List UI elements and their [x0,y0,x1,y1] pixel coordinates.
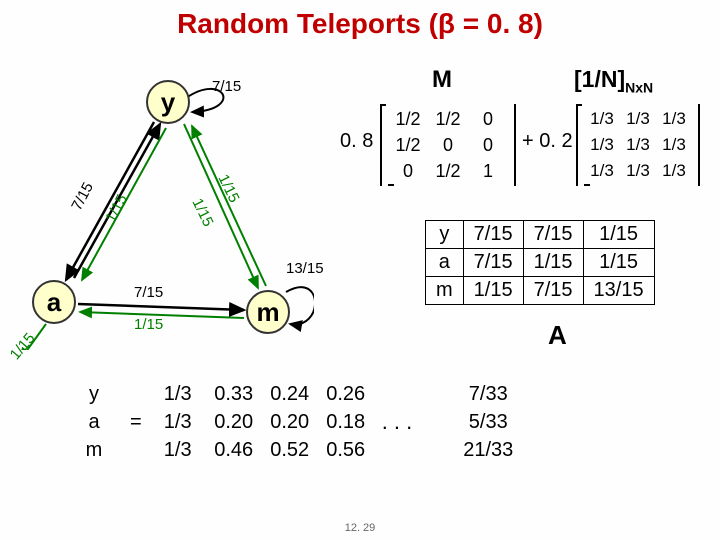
A-2-1: 7/15 [523,277,583,305]
c00: 1/3 [158,380,198,408]
iter-col-1: 0.33 0.20 0.46 [214,380,254,464]
N-1-1: 1/3 [620,132,656,158]
edge-am2: 1/15 [134,316,163,333]
alpha-coef: + 0. 2 [522,130,573,153]
iter-labels: y a m [74,380,114,464]
A-2-0: 1/15 [463,277,523,305]
iter-dots: . . . [382,409,413,435]
matrix-M-body: 1/21/20 1/200 01/21 [380,104,516,186]
node-y: y [146,80,190,124]
N-label-sub: NxN [625,80,653,96]
c10: 0.33 [214,380,254,408]
matrix-N: 1/31/31/3 1/31/31/3 1/31/31/3 [576,104,700,186]
A-0-2: 1/15 [583,221,654,249]
slide-number: 12. 29 [0,522,720,534]
c22: 0.52 [270,436,310,464]
c20: 0.24 [270,380,310,408]
N-1-2: 1/3 [656,132,692,158]
lbl-y: y [74,380,114,408]
M-1-2: 0 [468,132,508,158]
A-2-2: 13/15 [583,277,654,305]
N-2-2: 1/3 [656,158,692,184]
M-0-2: 0 [468,106,508,132]
c02: 1/3 [158,436,198,464]
equals-sign: = [130,411,142,434]
N-label-text: [1/N] [574,66,625,92]
c11: 0.20 [214,408,254,436]
lbl-m: m [74,436,114,464]
M-2-2: 1 [468,158,508,184]
M-1-0: 1/2 [388,132,428,158]
matrix-A-label: A [548,320,567,351]
iter-col-0: 1/3 1/3 1/3 [158,380,198,464]
N-1-0: 1/3 [584,132,620,158]
f2: 21/33 [458,436,518,464]
matrix-N-body: 1/31/31/3 1/31/31/3 1/31/31/3 [576,104,700,186]
node-m: m [246,290,290,334]
M-0-1: 1/2 [428,106,468,132]
matrix-A-table: y7/157/151/15 a7/151/151/15 m1/157/1513/… [425,220,655,305]
beta-coef: 0. 8 [340,130,373,153]
c01: 1/3 [158,408,198,436]
edge-mm: 13/15 [286,260,324,277]
A-0-1: 7/15 [523,221,583,249]
N-0-2: 1/3 [656,106,692,132]
iteration-row: y a m = 1/3 1/3 1/3 0.33 0.20 0.46 0.24 … [74,380,518,464]
A-0-0: 7/15 [463,221,523,249]
f0: 7/33 [458,380,518,408]
N-0-0: 1/3 [584,106,620,132]
graph-diagram: y a m 7/15 7/15 1/15 1/15 1/15 7/15 1/15… [14,80,314,340]
N-2-0: 1/3 [584,158,620,184]
f1: 5/33 [458,408,518,436]
lbl-a: a [74,408,114,436]
c32: 0.56 [326,436,366,464]
slide-title: Random Teleports (β = 0. 8) [0,8,720,40]
A-1-2: 1/15 [583,249,654,277]
c31: 0.18 [326,408,366,436]
c12: 0.46 [214,436,254,464]
edge-yy: 7/15 [212,78,241,95]
A-h-m: m [426,277,464,305]
edge-am1: 7/15 [134,284,163,301]
iter-col-2: 0.24 0.20 0.52 [270,380,310,464]
c21: 0.20 [270,408,310,436]
M-2-0: 0 [388,158,428,184]
M-2-1: 1/2 [428,158,468,184]
N-2-1: 1/3 [620,158,656,184]
A-1-0: 7/15 [463,249,523,277]
matrix-N-label: [1/N]NxN [574,66,653,96]
matrix-M-label: M [432,66,452,94]
iter-col-3: 0.26 0.18 0.56 [326,380,366,464]
node-a: a [32,280,76,324]
matrix-M: 1/21/20 1/200 01/21 [380,104,516,186]
N-0-1: 1/3 [620,106,656,132]
c30: 0.26 [326,380,366,408]
M-0-0: 1/2 [388,106,428,132]
A-1-1: 1/15 [523,249,583,277]
M-1-1: 0 [428,132,468,158]
iter-final: 7/33 5/33 21/33 [458,380,518,464]
A-h-a: a [426,249,464,277]
A-h-y: y [426,221,464,249]
